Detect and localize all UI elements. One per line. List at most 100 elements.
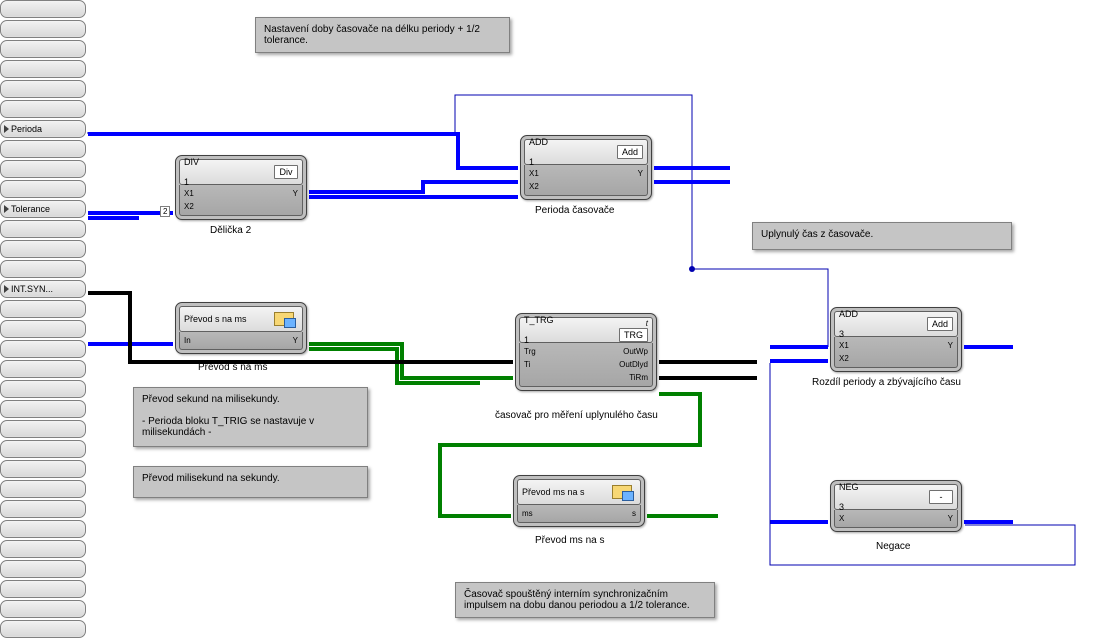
block-op: - bbox=[929, 490, 953, 504]
block-header[interactable]: ADD 1 Add bbox=[524, 139, 648, 165]
annotation-note[interactable]: Nastavení doby časovače na délku periody… bbox=[255, 17, 510, 53]
block-div[interactable]: DIV 1 Div X1YX2 bbox=[175, 155, 307, 220]
pin-left: Trg bbox=[524, 347, 536, 356]
annotation-note[interactable]: Uplynulý čas z časovače. bbox=[752, 222, 1012, 250]
rail-port-empty[interactable] bbox=[0, 160, 86, 178]
block-title: ADD bbox=[529, 137, 548, 147]
block-caption: Dělička 2 bbox=[210, 225, 251, 236]
rail-port-empty[interactable] bbox=[0, 0, 86, 18]
block-title: DIV bbox=[184, 157, 199, 167]
block-op-top: t bbox=[646, 319, 648, 328]
block-op: Add bbox=[617, 145, 643, 159]
pin-right: Y bbox=[293, 336, 298, 345]
rail-port-empty[interactable] bbox=[0, 140, 86, 158]
block-add1[interactable]: ADD 1 Add X1YX2 bbox=[520, 135, 652, 200]
block-body: X1YX2 bbox=[524, 165, 648, 196]
rail-port-empty[interactable] bbox=[0, 400, 86, 418]
rail-port-empty[interactable] bbox=[0, 180, 86, 198]
port-arrow-icon bbox=[4, 205, 9, 213]
annotation-note[interactable]: Převod sekund na milisekundy. - Perioda … bbox=[133, 387, 368, 447]
pin-right: Y bbox=[948, 514, 953, 523]
rail-port-empty[interactable] bbox=[0, 20, 86, 38]
rail-port-empty[interactable] bbox=[0, 560, 86, 578]
pin-left: In bbox=[184, 336, 191, 345]
pin-right: TiRm bbox=[629, 373, 648, 382]
pin-right: s bbox=[632, 509, 636, 518]
block-op: Add bbox=[927, 317, 953, 331]
io-rail: Perioda Tolerance INT.SYN... bbox=[0, 0, 87, 644]
port-label: Perioda bbox=[11, 124, 42, 134]
block-header[interactable]: DIV 1 Div bbox=[179, 159, 303, 185]
rail-port-empty[interactable] bbox=[0, 420, 86, 438]
block-index: 1 bbox=[529, 157, 548, 167]
rail-port-empty[interactable] bbox=[0, 60, 86, 78]
block-ttrg[interactable]: T_TRG1tTRGTrgOutWpTiOutDlydTiRm bbox=[515, 313, 657, 391]
rail-port-empty[interactable] bbox=[0, 240, 86, 258]
block-body: TrgOutWpTiOutDlydTiRm bbox=[519, 343, 653, 387]
block-op: Div bbox=[274, 165, 298, 179]
block-caption: Převod ms na s bbox=[535, 535, 604, 546]
wire bbox=[309, 349, 480, 383]
rail-port-empty[interactable] bbox=[0, 300, 86, 318]
block-header[interactable]: NEG 3 - bbox=[834, 484, 958, 510]
rail-port-empty[interactable] bbox=[0, 100, 86, 118]
pin-left: X2 bbox=[839, 354, 849, 363]
block-caption: Rozdíl periody a zbývajícího času bbox=[812, 377, 961, 388]
rail-port-empty[interactable] bbox=[0, 600, 86, 618]
block-body: XY bbox=[834, 510, 958, 528]
rail-port-empty[interactable] bbox=[0, 320, 86, 338]
rail-port-empty[interactable] bbox=[0, 360, 86, 378]
port-label: INT.SYN... bbox=[11, 284, 53, 294]
block-header[interactable]: Převod s na ms bbox=[179, 306, 303, 332]
rail-port-empty[interactable] bbox=[0, 520, 86, 538]
block-neg[interactable]: NEG3-XY bbox=[830, 480, 962, 532]
rail-port-empty[interactable] bbox=[0, 580, 86, 598]
block-title: Převod s na ms bbox=[184, 314, 247, 324]
block-title: NEG bbox=[839, 482, 859, 492]
pin-right: Y bbox=[948, 341, 953, 350]
pin-right: OutWp bbox=[623, 347, 648, 356]
rail-port-empty[interactable] bbox=[0, 620, 86, 638]
pin-left: X2 bbox=[184, 202, 194, 211]
rail-port-empty[interactable] bbox=[0, 480, 86, 498]
pin-left: X bbox=[839, 514, 844, 523]
block-header[interactable]: ADD3Add bbox=[834, 311, 958, 337]
block-op: TRG bbox=[619, 328, 648, 342]
rail-port-empty[interactable] bbox=[0, 540, 86, 558]
pin-left: X1 bbox=[529, 169, 539, 178]
rail-port-empty[interactable] bbox=[0, 220, 86, 238]
port-arrow-icon bbox=[4, 285, 9, 293]
block-body: X1YX2 bbox=[179, 185, 303, 216]
wire-junction bbox=[689, 266, 695, 272]
block-add2[interactable]: ADD3AddX1YX2 bbox=[830, 307, 962, 372]
rail-port-labeled[interactable]: INT.SYN... bbox=[0, 280, 86, 298]
rail-port-empty[interactable] bbox=[0, 80, 86, 98]
pin-left: X2 bbox=[529, 182, 539, 191]
rail-port-empty[interactable] bbox=[0, 440, 86, 458]
block-body: ms s bbox=[517, 505, 641, 523]
div-x2-constant: 2 bbox=[160, 206, 170, 217]
block-index: 1 bbox=[184, 177, 199, 187]
pin-left: ms bbox=[522, 509, 533, 518]
rail-port-empty[interactable] bbox=[0, 260, 86, 278]
wire bbox=[770, 363, 1075, 565]
rail-port-empty[interactable] bbox=[0, 380, 86, 398]
block-caption: Negace bbox=[876, 541, 910, 552]
rail-port-empty[interactable] bbox=[0, 500, 86, 518]
annotation-note[interactable]: Převod milisekund na sekundy. bbox=[133, 466, 368, 498]
block-body: In Y bbox=[179, 332, 303, 350]
block-title: ADD bbox=[839, 309, 858, 319]
annotation-note[interactable]: Časovač spouštěný interním synchronizačn… bbox=[455, 582, 715, 618]
block-header[interactable]: Převod ms na s bbox=[517, 479, 641, 505]
block-body: X1YX2 bbox=[834, 337, 958, 368]
port-label: Tolerance bbox=[11, 204, 50, 214]
block-index: 3 bbox=[839, 502, 859, 512]
block-conv2[interactable]: Převod ms na s ms s bbox=[513, 475, 645, 527]
rail-port-empty[interactable] bbox=[0, 40, 86, 58]
block-conv1[interactable]: Převod s na ms In Y bbox=[175, 302, 307, 354]
block-header[interactable]: T_TRG1tTRG bbox=[519, 317, 653, 343]
rail-port-labeled[interactable]: Tolerance bbox=[0, 200, 86, 218]
rail-port-empty[interactable] bbox=[0, 460, 86, 478]
rail-port-empty[interactable] bbox=[0, 340, 86, 358]
rail-port-labeled[interactable]: Perioda bbox=[0, 120, 86, 138]
